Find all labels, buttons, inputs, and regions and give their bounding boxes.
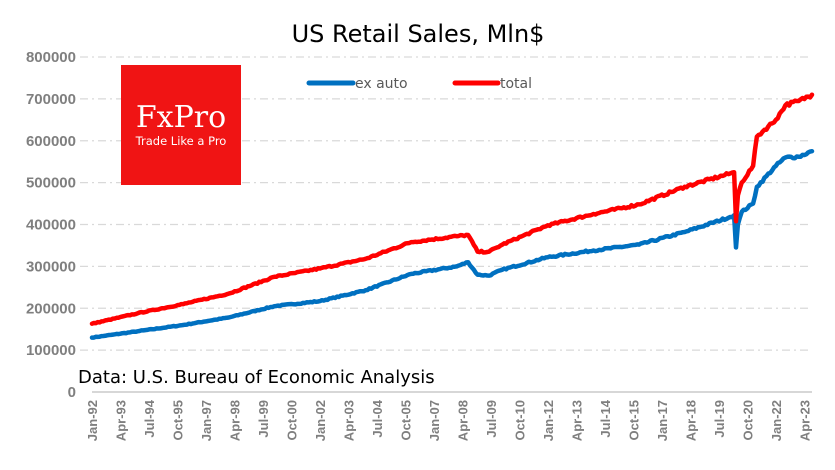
x-tick-label: Jan-22 [769,400,784,441]
x-tick-label: Oct-05 [398,400,413,440]
x-tick-label: Jan-12 [541,400,556,441]
x-tick-label: Apr-23 [797,400,812,441]
source-note: Data: U.S. Bureau of Economic Analysis [78,367,435,388]
x-tick-label: Jan-97 [199,400,214,441]
fxpro-logo: FxPro Trade Like a Pro [121,65,241,185]
x-tick-label: Apr-98 [227,400,242,441]
y-axis: 0 100000 200000 300000 400000 500000 600000 700… [26,49,76,401]
legend-label-ex-auto: ex auto [355,76,408,92]
x-tick-label: Jul-14 [598,399,613,437]
y-tick-label: 500000 [26,175,76,192]
x-tick-label: Jul-99 [256,400,271,438]
y-tick-label: 600000 [26,133,76,150]
legend: ex auto total [306,76,532,92]
y-tick-label: 700000 [26,91,76,108]
x-tick-label: Apr-18 [683,400,698,441]
x-tick-label: Jul-09 [484,400,499,438]
y-tick-label: 800000 [26,49,76,66]
y-tick-label: 200000 [26,300,76,317]
x-tick-label: Jul-94 [142,399,157,437]
x-tick-label: Jan-92 [85,400,100,441]
x-tick-label: Oct-15 [626,400,641,440]
x-tick-label: Apr-03 [341,400,356,441]
logo-tagline: Trade Like a Pro [135,134,227,148]
y-tick-label: 300000 [26,258,76,275]
y-tick-label: 100000 [26,342,76,359]
logo-brand: FxPro [136,100,226,135]
x-tick-label: Apr-93 [113,400,128,441]
x-tick-label: Apr-08 [455,400,470,441]
x-tick-label: Jul-19 [712,400,727,438]
x-tick-label: Jul-04 [370,399,385,437]
x-tick-label: Jan-07 [427,400,442,441]
x-tick-label: Jan-02 [313,400,328,441]
y-tick-label: 400000 [26,217,76,234]
x-tick-label: Oct-10 [512,400,527,440]
y-tick-label: 0 [68,384,76,401]
x-tick-label: Apr-13 [569,400,584,441]
x-tick-label: Oct-00 [284,400,299,440]
x-tick-label: Oct-20 [740,400,755,440]
legend-label-total: total [500,76,532,92]
x-axis: Jan-92 Apr-93 Jul-94 Oct-95 Jan-97 Apr-98 Jul-… [85,399,812,441]
series-line-total [89,92,815,326]
series-lines [89,92,815,340]
chart-title: US Retail Sales, Mln$ [292,20,545,48]
logo-background [121,65,241,185]
series-line-ex-auto [89,148,815,340]
x-tick-label: Oct-95 [170,400,185,440]
x-tick-label: Jan-17 [655,400,670,441]
